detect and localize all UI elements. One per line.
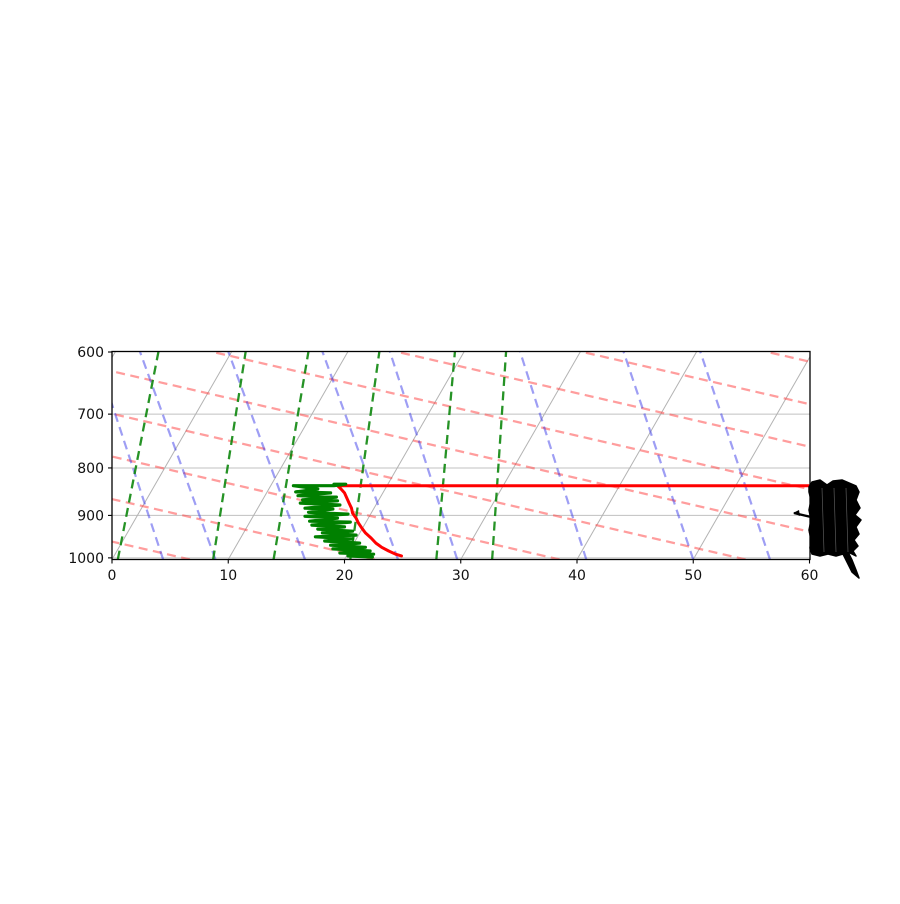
isotherms (0, 352, 900, 560)
y-tick-label: 1000 (68, 551, 104, 567)
mixing-ratio-line (436, 352, 455, 560)
y-tick-label: 800 (77, 461, 104, 477)
moist-adiabats (95, 352, 770, 560)
x-tick-label: 10 (219, 568, 237, 584)
y-tick-label: 900 (77, 508, 104, 524)
mixing-ratio-line (350, 352, 379, 560)
moist-adiabat (390, 352, 457, 560)
wind-barbs-cluster (793, 480, 861, 578)
axes-frame (112, 352, 810, 560)
x-tick-label: 20 (336, 568, 354, 584)
mixing-ratio-line (274, 352, 309, 560)
isotherm (461, 352, 581, 560)
dry-adiabats (0, 352, 900, 560)
moist-adiabat (624, 352, 694, 560)
x-tick-label: 60 (801, 568, 819, 584)
y-axis-ticks: 600 700 800 900 1000 (68, 345, 112, 567)
dewpoint-series (293, 484, 373, 557)
dry-adiabat (26, 352, 900, 560)
x-tick-label: 50 (684, 568, 702, 584)
x-tick-label: 30 (452, 568, 470, 584)
x-axis-ticks: 0 10 20 30 40 50 60 (108, 560, 819, 585)
x-tick-label: 40 (568, 568, 586, 584)
mixing-ratio-line (492, 352, 506, 560)
isotherm (0, 352, 115, 560)
y-tick-label: 700 (77, 407, 104, 423)
dewpoint-line (293, 484, 373, 557)
x-tick-label: 0 (108, 568, 117, 584)
y-tick-label: 600 (77, 345, 104, 361)
isotherm (577, 352, 697, 560)
